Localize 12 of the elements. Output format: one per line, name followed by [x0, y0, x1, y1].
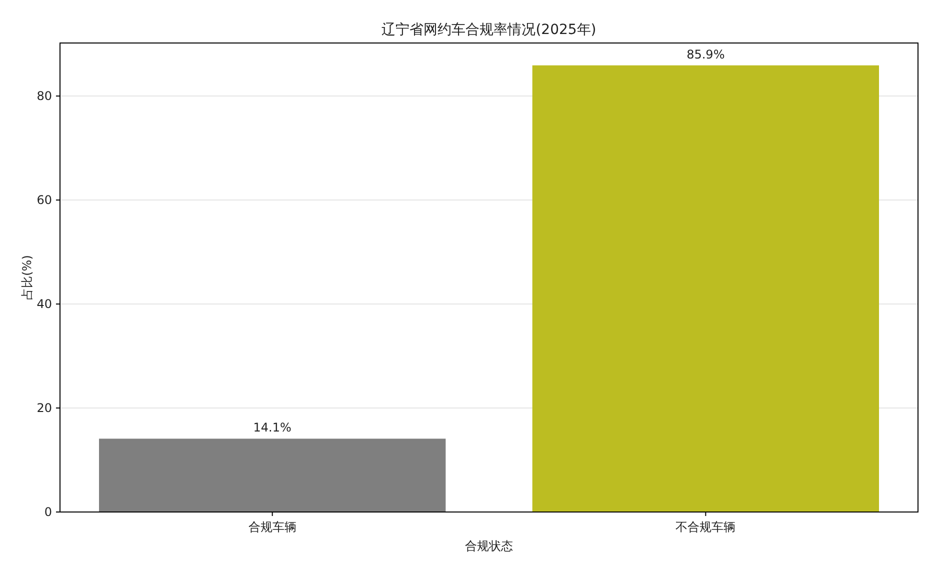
y-tick-label: 20 [36, 401, 52, 416]
data-label: 85.9% [686, 47, 725, 62]
y-tick-label: 40 [36, 297, 52, 312]
x-tick-label: 不合规车辆 [676, 520, 736, 534]
x-axis-title: 合规状态 [465, 539, 513, 553]
x-tick-label: 合规车辆 [248, 520, 296, 534]
y-tick-label: 60 [36, 193, 52, 208]
y-tick-label: 80 [36, 89, 52, 104]
y-axis-title: 占比(%) [20, 255, 34, 300]
y-tick-label: 0 [44, 505, 52, 519]
data-label: 14.1% [253, 420, 292, 435]
chart-title: 辽宁省网约车合规率情况(2025年) [382, 22, 596, 38]
